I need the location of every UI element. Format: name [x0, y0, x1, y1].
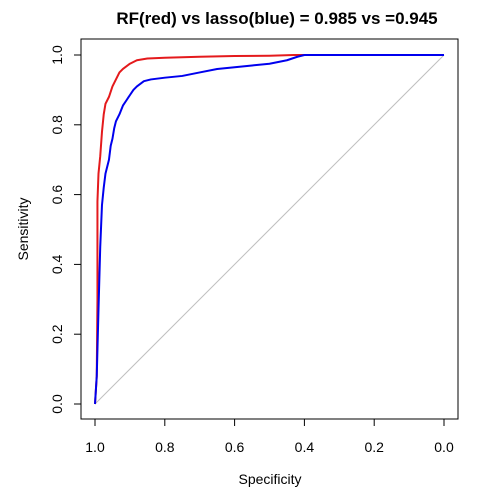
reference-diagonal-line [94, 54, 445, 405]
y-tick-label: 1.0 [49, 45, 65, 65]
y-axis-label: Sensitivity [15, 197, 31, 260]
y-tick-label: 0.4 [49, 254, 65, 274]
roc-curve-rf [94, 54, 444, 405]
series-layer [94, 54, 444, 405]
y-tick-label: 0.8 [49, 115, 65, 135]
x-axis: 1.0 0.8 0.6 0.4 0.2 0.0 [85, 418, 454, 455]
x-tick-label: 1.0 [85, 439, 105, 455]
x-tick-label: 0.0 [434, 439, 454, 455]
y-tick-label: 0.0 [49, 394, 65, 414]
y-axis: 0.0 0.2 0.4 0.6 0.8 1.0 [49, 45, 82, 414]
x-tick-label: 0.6 [225, 439, 245, 455]
x-tick-label: 0.4 [295, 439, 315, 455]
x-axis-label: Specificity [238, 471, 301, 487]
y-tick-label: 0.6 [49, 185, 65, 205]
roc-curve-lasso [94, 54, 444, 405]
y-tick-label: 0.2 [49, 324, 65, 344]
x-tick-label: 0.2 [364, 439, 384, 455]
chart-title: RF(red) vs lasso(blue) = 0.985 vs =0.945 [116, 9, 437, 28]
x-tick-label: 0.8 [155, 439, 175, 455]
